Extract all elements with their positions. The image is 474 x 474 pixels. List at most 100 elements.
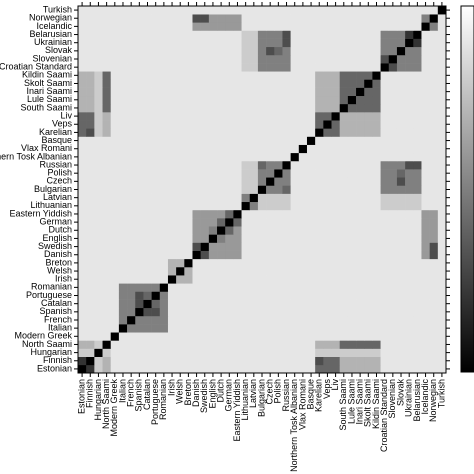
heatmap-cell (274, 242, 283, 251)
heatmap-cell (200, 38, 210, 48)
heatmap-cell (249, 218, 259, 227)
heatmap-cell (217, 22, 226, 31)
heatmap-cell (388, 193, 398, 203)
heatmap-cell (176, 112, 185, 121)
heatmap-cell (241, 63, 251, 72)
heatmap-cell (405, 95, 414, 105)
heatmap-cell (396, 14, 406, 23)
heatmap-cell (282, 307, 291, 317)
heatmap-cell (233, 364, 242, 374)
heatmap-cell (94, 356, 103, 366)
heatmap-cell (192, 340, 201, 349)
heatmap-cell (380, 226, 390, 235)
heatmap-cell (241, 307, 251, 317)
heatmap-cell (184, 112, 193, 121)
heatmap-cell (266, 340, 275, 349)
heatmap-cell (110, 63, 120, 72)
heatmap-cell (159, 6, 169, 15)
heatmap-cell (405, 152, 414, 162)
heatmap-cell (102, 103, 112, 113)
heatmap-cell (396, 193, 406, 203)
y-tick-label: Hungarian (30, 347, 72, 357)
heatmap-cell (151, 46, 161, 56)
heatmap-cell (192, 209, 201, 219)
heatmap-cell (225, 30, 234, 39)
heatmap-cell (143, 120, 152, 129)
heatmap-cell (217, 169, 226, 178)
heatmap-cell (266, 275, 275, 284)
heatmap-cell (331, 22, 340, 31)
heatmap-cell (233, 144, 242, 154)
heatmap-cell (208, 275, 218, 284)
heatmap-cell (176, 332, 185, 341)
heatmap-cell (266, 250, 275, 260)
x-tick-label: Slovak (395, 379, 405, 407)
heatmap-cell (257, 250, 267, 260)
heatmap-cell (421, 63, 430, 72)
heatmap-cell (388, 95, 398, 105)
heatmap-cell (241, 22, 251, 31)
heatmap-cell (413, 46, 422, 56)
heatmap-cell (118, 128, 128, 137)
heatmap-cell (266, 30, 275, 39)
heatmap-cell (159, 79, 169, 88)
heatmap-cell (323, 185, 332, 194)
heatmap-cell (127, 95, 136, 105)
heatmap-cell (200, 364, 210, 374)
heatmap-cell (135, 234, 144, 243)
heatmap-cell (249, 144, 259, 154)
heatmap-cell (405, 266, 414, 276)
heatmap-cell (437, 169, 447, 178)
heatmap-cell (151, 79, 161, 88)
heatmap-cell (282, 6, 291, 15)
heatmap-cell (208, 258, 218, 268)
heatmap-cell (159, 307, 169, 317)
heatmap-cell (102, 348, 112, 357)
heatmap-cell (315, 234, 324, 243)
heatmap-cell (405, 250, 414, 260)
heatmap-cell (413, 324, 422, 333)
heatmap-cell (306, 63, 316, 72)
heatmap-cell (421, 87, 430, 97)
heatmap-cell (86, 340, 95, 349)
heatmap-cell (159, 234, 169, 243)
heatmap-cell (380, 6, 390, 15)
heatmap-cell (323, 144, 332, 154)
heatmap-cell (266, 128, 275, 137)
heatmap-cell (118, 291, 128, 300)
heatmap-cell (208, 87, 218, 97)
heatmap-cell (339, 152, 349, 162)
heatmap-cell (110, 356, 120, 366)
heatmap-cell (208, 103, 218, 113)
heatmap-cell (86, 160, 95, 170)
heatmap-cell (176, 193, 185, 203)
heatmap-cell (306, 242, 316, 251)
y-tick-label: Romanian (31, 282, 72, 292)
heatmap-cell (127, 54, 136, 64)
heatmap-cell (94, 307, 103, 317)
heatmap-cell (118, 169, 128, 178)
heatmap-cell (249, 169, 259, 178)
heatmap-cell (356, 87, 365, 97)
x-tick-label: Inari Saami (355, 379, 365, 425)
heatmap-cell (127, 332, 136, 341)
heatmap-cell (86, 201, 95, 211)
heatmap-cell (421, 340, 430, 349)
heatmap-cell (331, 275, 340, 284)
heatmap-cell (176, 258, 185, 268)
heatmap-cell (364, 299, 373, 309)
heatmap-cell (151, 275, 161, 284)
heatmap-cell (323, 14, 332, 23)
heatmap-cell (151, 283, 161, 292)
heatmap-cell (274, 14, 283, 23)
heatmap-cell (396, 112, 406, 121)
heatmap-cell (421, 266, 430, 276)
heatmap-cell (135, 136, 144, 145)
heatmap-cell (290, 209, 300, 219)
heatmap-cell (339, 275, 349, 284)
heatmap-cell (110, 71, 120, 80)
heatmap-cell (413, 87, 422, 97)
heatmap-cell (364, 71, 373, 80)
heatmap-cell (86, 234, 95, 243)
heatmap-cell (94, 136, 103, 145)
